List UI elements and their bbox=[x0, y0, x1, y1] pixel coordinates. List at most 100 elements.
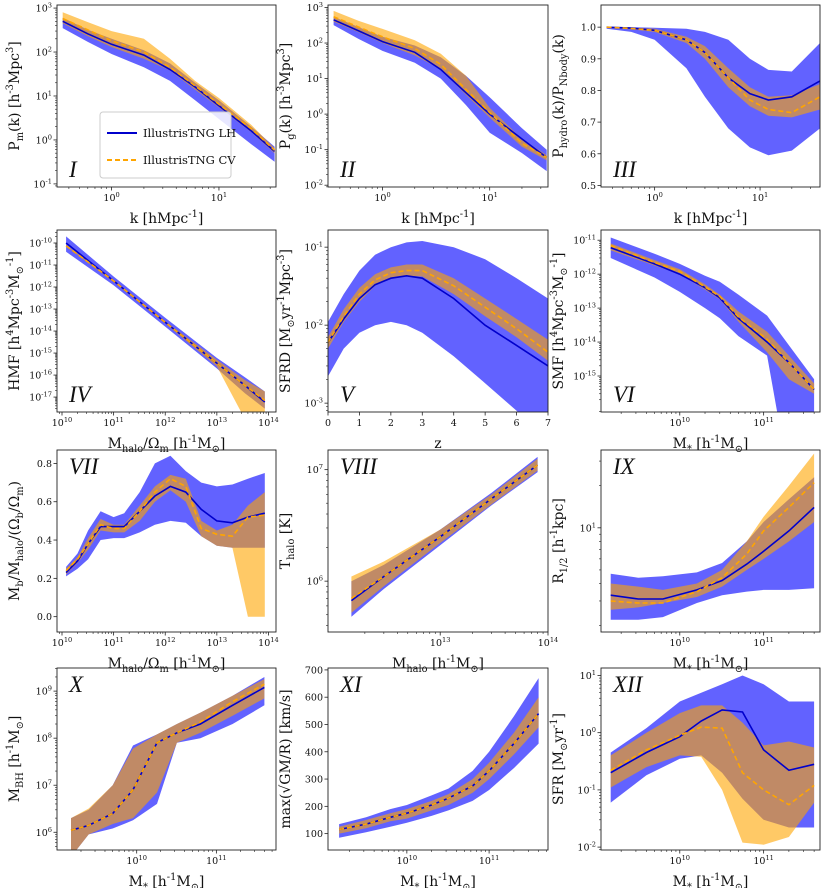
x-axis-label: z bbox=[434, 436, 441, 452]
y-axis-label: max(√GM/R) [km/s] bbox=[278, 689, 294, 828]
x-tick-label: 1014 bbox=[538, 636, 559, 649]
panel-label: I bbox=[68, 157, 78, 182]
lh-mean-line bbox=[333, 19, 548, 159]
x-tick-label: 5 bbox=[482, 418, 488, 429]
y-tick-label: 400 bbox=[305, 747, 323, 758]
y-tick-label: 101 bbox=[580, 521, 596, 534]
cv-mean-line bbox=[62, 17, 276, 151]
x-tick-label: 100 bbox=[374, 191, 390, 204]
cv-mean-line bbox=[610, 726, 815, 806]
panel-label: XI bbox=[339, 672, 363, 697]
axes-frame bbox=[327, 667, 549, 851]
axes-frame bbox=[600, 4, 821, 188]
y-tick-label: 600 bbox=[305, 693, 323, 704]
y-tick-label: 500 bbox=[305, 720, 323, 731]
panel-IX: 1010 1011 101 M* [h-1M⊙] R1/2 [h-1kpc] IX bbox=[549, 449, 821, 675]
cv-mean-line bbox=[333, 15, 548, 159]
panel-label: X bbox=[68, 672, 84, 697]
plot-area bbox=[328, 241, 548, 412]
cv-mean-line bbox=[610, 244, 815, 391]
cv-mean-line bbox=[328, 269, 548, 353]
y-tick-label: 103 bbox=[307, 1, 323, 14]
x-tick-label: 1011 bbox=[103, 636, 124, 649]
x-tick-label: 1010 bbox=[52, 636, 73, 649]
panel-label: VI bbox=[613, 382, 636, 407]
panel-label: IV bbox=[68, 382, 94, 407]
cv-band bbox=[328, 264, 548, 361]
y-tick-label: 0.0 bbox=[37, 612, 52, 623]
panel-VII: 1010 1011 1012 1013 1014 0.0 0.2 0.4 0.6 0.8 Mhalo… bbox=[7, 449, 279, 675]
x-tick-label: 101 bbox=[752, 191, 768, 204]
y-tick-label: 100 bbox=[305, 829, 323, 840]
cv-band bbox=[606, 27, 820, 118]
cv-band bbox=[62, 12, 275, 154]
y-tick-label: 0.4 bbox=[37, 536, 52, 547]
y-tick-label: 100 bbox=[580, 726, 596, 739]
x-tick-label: 1014 bbox=[258, 636, 279, 649]
y-tick-label: 1.0 bbox=[581, 23, 596, 34]
cv-band bbox=[66, 245, 265, 412]
lh-band bbox=[610, 237, 815, 412]
plot-area bbox=[350, 456, 539, 617]
x-tick-label: 0 bbox=[325, 418, 331, 429]
panel-label: II bbox=[339, 157, 357, 182]
axes-frame bbox=[56, 449, 277, 633]
y-tick-label: 10-3 bbox=[304, 397, 323, 410]
y-tick-label: 0.5 bbox=[581, 181, 596, 192]
y-tick-label: 10-15 bbox=[29, 347, 52, 360]
x-axis-label: Mhalo/Ωm [h-1M⊙] bbox=[108, 654, 226, 675]
axes-frame bbox=[327, 449, 549, 633]
panel-label: VII bbox=[69, 454, 100, 479]
axes-frame bbox=[327, 229, 549, 413]
legend: IllustrisTNG LH IllustrisTNG CV bbox=[99, 111, 236, 179]
y-axis-label: HMF [h4Mpc-3M⊙-1] bbox=[5, 251, 26, 391]
y-axis-label: SFRD [M⊙yr-1Mpc-3] bbox=[276, 249, 297, 393]
cv-mean-line bbox=[338, 713, 540, 831]
panel-X: 1010 1011 106 107 108 109 M* [h-1M⊙] MBH [h-1M⊙… bbox=[5, 667, 277, 888]
x-tick-label: 1013 bbox=[207, 636, 228, 649]
y-tick-label: 100 bbox=[36, 133, 52, 146]
cv-mean-line bbox=[65, 245, 266, 402]
x-tick-label: 1012 bbox=[155, 416, 176, 429]
cv-band bbox=[339, 697, 539, 834]
x-axis-label: M* [h-1M⊙] bbox=[673, 434, 749, 455]
y-tick-label: 10-15 bbox=[573, 370, 596, 383]
y-tick-label: 700 bbox=[305, 665, 323, 676]
panel-label: V bbox=[340, 382, 357, 407]
y-tick-label: 109 bbox=[36, 685, 52, 698]
cv-band bbox=[71, 679, 265, 850]
lh-mean-line bbox=[62, 20, 276, 153]
panel-XI: 1010 1011 100 200 300 400 500 600 700 M* [h-1M⊙] m… bbox=[278, 665, 549, 888]
panel-label: VIII bbox=[340, 454, 378, 479]
lh-band bbox=[610, 477, 815, 620]
y-tick-label: 200 bbox=[305, 802, 323, 813]
y-tick-label: 0.8 bbox=[581, 86, 596, 97]
x-axis-label: Mhalo/Ωm [h-1M⊙] bbox=[108, 434, 226, 455]
plot-area bbox=[70, 677, 265, 850]
cv-mean-line bbox=[65, 477, 265, 572]
lh-band bbox=[333, 16, 547, 172]
y-tick-label: 108 bbox=[36, 732, 52, 745]
x-tick-label: 100 bbox=[103, 191, 119, 204]
y-tick-label: 10-1 bbox=[304, 241, 323, 254]
axes-frame bbox=[600, 229, 821, 413]
plot-area bbox=[65, 236, 266, 412]
y-tick-label: 10-17 bbox=[29, 391, 52, 404]
plot-area bbox=[610, 453, 815, 620]
x-tick-label: 1011 bbox=[103, 416, 124, 429]
plot-area bbox=[65, 455, 265, 617]
cv-mean-line bbox=[350, 464, 539, 600]
y-tick-label: 102 bbox=[307, 37, 323, 50]
y-tick-label: 101 bbox=[580, 669, 596, 682]
x-tick-label: 3 bbox=[419, 418, 425, 429]
y-tick-label: 10-12 bbox=[573, 268, 596, 281]
cv-mean-line bbox=[70, 683, 265, 832]
y-axis-label: SFR [M⊙yr-1] bbox=[549, 713, 570, 805]
x-tick-label: 100 bbox=[646, 191, 662, 204]
y-tick-label: 0.6 bbox=[37, 497, 52, 508]
plot-area bbox=[333, 10, 548, 172]
axes-frame bbox=[327, 4, 549, 188]
y-tick-label: 107 bbox=[307, 463, 323, 476]
x-tick-label: 1011 bbox=[479, 854, 500, 867]
x-axis-label: Mhalo [h-1M⊙] bbox=[392, 654, 484, 675]
